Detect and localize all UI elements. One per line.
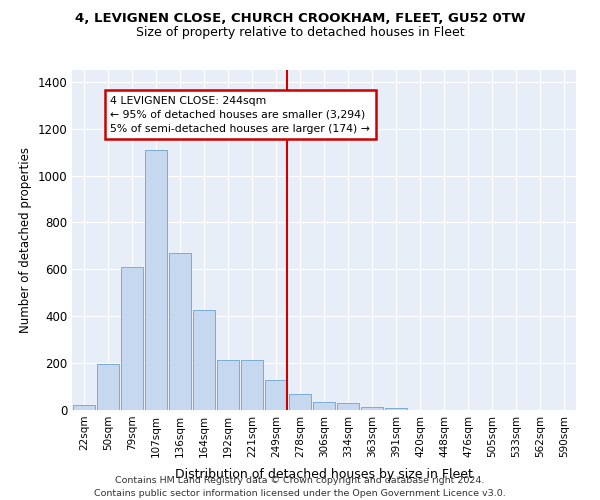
Bar: [289, 394, 311, 410]
Bar: [385, 408, 407, 410]
Text: Contains HM Land Registry data © Crown copyright and database right 2024.
Contai: Contains HM Land Registry data © Crown c…: [94, 476, 506, 498]
Bar: [241, 360, 263, 410]
Text: Size of property relative to detached houses in Fleet: Size of property relative to detached ho…: [136, 26, 464, 39]
Bar: [265, 380, 287, 410]
Bar: [97, 364, 119, 410]
Y-axis label: Number of detached properties: Number of detached properties: [19, 147, 32, 333]
Text: 4, LEVIGNEN CLOSE, CHURCH CROOKHAM, FLEET, GU52 0TW: 4, LEVIGNEN CLOSE, CHURCH CROOKHAM, FLEE…: [75, 12, 525, 26]
Bar: [313, 402, 335, 410]
Bar: [121, 267, 143, 410]
Text: 4 LEVIGNEN CLOSE: 244sqm
← 95% of detached houses are smaller (3,294)
5% of semi: 4 LEVIGNEN CLOSE: 244sqm ← 95% of detach…: [110, 96, 370, 134]
Bar: [217, 360, 239, 410]
Bar: [361, 407, 383, 410]
Bar: [193, 310, 215, 410]
Bar: [73, 406, 95, 410]
X-axis label: Distribution of detached houses by size in Fleet: Distribution of detached houses by size …: [175, 468, 473, 481]
Bar: [169, 253, 191, 410]
Bar: [145, 150, 167, 410]
Bar: [337, 404, 359, 410]
